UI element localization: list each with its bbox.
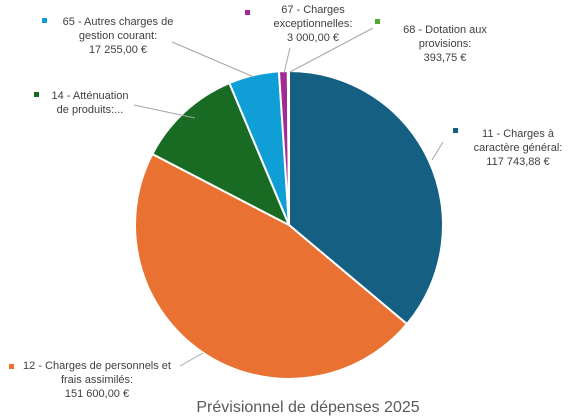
- pie-slice: [288, 69, 444, 326]
- leader-line: [431, 141, 444, 161]
- data-label-line: gestion courant:: [79, 30, 157, 42]
- pie-slice: [134, 152, 409, 380]
- data-label-line: 67 - Charges: [281, 4, 345, 16]
- pie-slice: [150, 81, 291, 228]
- leader-lines: [133, 27, 444, 367]
- leader-line: [179, 352, 204, 367]
- legend-key: [375, 19, 380, 24]
- data-label-line: caractère général:: [474, 142, 563, 154]
- leader-line: [283, 47, 291, 74]
- data-label: 14 - Atténuation de produits:...: [51, 90, 128, 116]
- data-label-value: 3 000,00 €: [287, 32, 339, 44]
- chart-title: Prévisionnel de dépenses 2025: [196, 399, 419, 416]
- data-label-value: 17 255,00 €: [89, 44, 147, 56]
- data-label-line: exceptionnelles:: [274, 18, 353, 30]
- legend-key: [453, 128, 458, 133]
- legend-key: [42, 18, 47, 23]
- data-label-line: de produits:...: [57, 104, 124, 116]
- leader-line: [289, 27, 374, 73]
- data-label-value: 117 743,88 €: [486, 156, 549, 168]
- slice-labels: 11 - Charges à caractère général: 117 743,…: [9, 4, 562, 400]
- data-label: 12 - Charges de personnels et frais assim…: [23, 360, 171, 400]
- data-label: 67 - Charges exceptionnelles: 3 000,00 €: [274, 4, 353, 44]
- data-label-line: 65 - Autres charges de: [63, 16, 174, 28]
- data-label-line: provisions:: [419, 38, 472, 50]
- data-label-line: 68 - Dotation aux: [403, 24, 487, 36]
- legend-key: [9, 364, 14, 369]
- legend-key: [34, 92, 39, 97]
- pie-slices: [134, 69, 444, 380]
- data-label: 11 - Charges à caractère général: 117 743,…: [474, 128, 563, 168]
- data-label-line: 12 - Charges de personnels et: [23, 360, 171, 372]
- data-label-line: 14 - Atténuation: [51, 90, 128, 102]
- data-label-line: 11 - Charges à: [482, 128, 555, 140]
- pie-slice: [286, 69, 290, 226]
- legend-key: [245, 10, 250, 15]
- data-label-value: 393,75 €: [424, 52, 467, 64]
- data-label: 68 - Dotation aux provisions: 393,75 €: [403, 24, 487, 64]
- data-label: 65 - Autres charges de gestion courant: 17…: [63, 16, 174, 56]
- data-label-value: 151 600,00 €: [65, 388, 129, 400]
- leader-line: [171, 41, 255, 78]
- data-label-line: frais assimilés:: [61, 374, 133, 386]
- leader-line: [133, 104, 196, 119]
